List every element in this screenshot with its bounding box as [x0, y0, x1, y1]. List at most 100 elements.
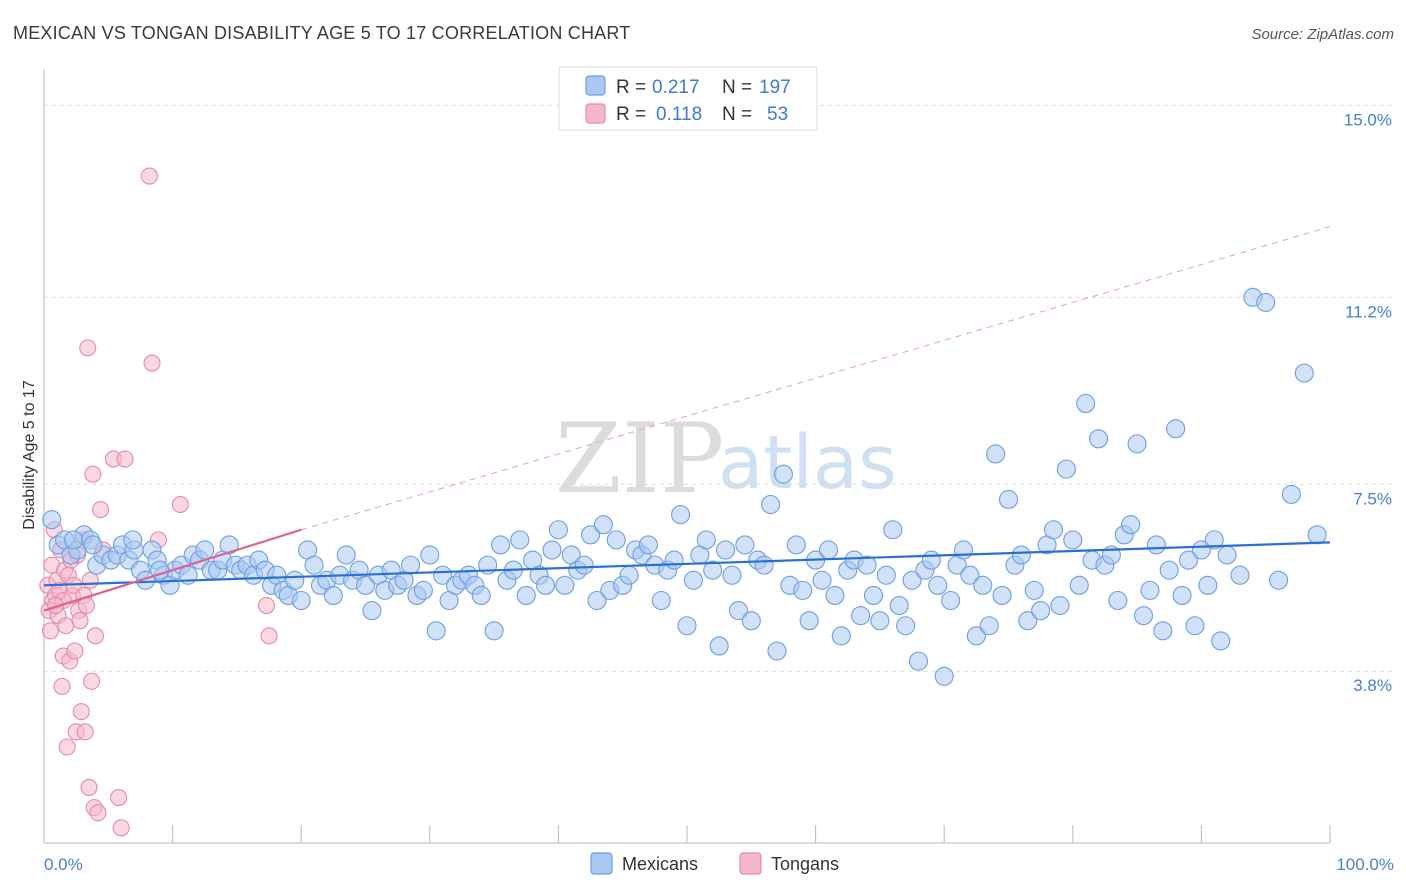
series-mexicans: [42, 287, 1327, 686]
point-mexicans-153: [1011, 545, 1031, 565]
point-mexicans-135: [896, 616, 916, 636]
point-mexicans-145: [960, 565, 980, 585]
point-mexicans-146: [966, 626, 986, 646]
point-mexicans-171: [1127, 434, 1147, 454]
point-mexicans-160: [1056, 459, 1076, 479]
point-mexicans-113: [754, 555, 774, 575]
point-mexicans-178: [1172, 585, 1192, 605]
point-mexicans-109: [728, 601, 748, 621]
point-tongans-38: [89, 804, 107, 822]
legend-r-label-tongans: R =: [616, 104, 646, 125]
x-ticks: [43, 825, 1331, 843]
point-mexicans-29: [219, 535, 239, 555]
point-tongans-11: [53, 677, 71, 695]
watermark-atlas-text: atlas: [718, 420, 897, 506]
point-tongans-2: [41, 622, 59, 640]
point-mexicans-183: [1204, 530, 1224, 550]
point-mexicans-132: [876, 565, 896, 585]
point-mexicans-177: [1166, 419, 1186, 439]
legend-n-label-tongans: N =: [722, 104, 752, 125]
point-tongans-14: [57, 617, 75, 635]
point-mexicans-97: [651, 590, 671, 611]
point-mexicans-106: [709, 636, 729, 656]
point-mexicans-125: [831, 626, 851, 646]
point-mexicans-0: [42, 510, 62, 530]
point-mexicans-15: [136, 570, 156, 590]
point-mexicans-136: [902, 570, 922, 590]
point-mexicans-155: [1024, 580, 1044, 600]
point-tongans-42: [110, 788, 128, 807]
point-tongans-35: [84, 465, 102, 483]
point-tongans-46: [143, 354, 161, 372]
bottom-legend-label-mexicans: Mexicans: [622, 854, 698, 874]
trend-line-tongans: [43, 528, 302, 612]
point-mexicans-69: [471, 585, 491, 605]
point-mexicans-147: [973, 575, 993, 595]
bottom-legend: Mexicans Tongans: [590, 852, 839, 875]
point-mexicans-124: [825, 585, 845, 605]
y-tick-label-2: 7.5%: [1353, 489, 1392, 508]
point-mexicans-82: [555, 575, 575, 595]
point-tongans-50: [257, 596, 276, 615]
point-mexicans-176: [1159, 560, 1179, 580]
trend-lines: [43, 226, 1331, 612]
point-mexicans-110: [735, 535, 755, 555]
point-mexicans-76: [516, 585, 536, 605]
legend-n-value-mexicans: 197: [759, 77, 791, 98]
point-tongans-43: [112, 819, 130, 837]
point-mexicans-144: [953, 540, 974, 560]
point-mexicans-25: [195, 540, 215, 560]
legend-swatch-mexicans: [585, 75, 606, 96]
y-axis-label: Disability Age 5 to 17: [21, 380, 38, 530]
legend-box: R = 0.217 N = 197 R = 0.118 N = 53: [558, 66, 818, 131]
point-mexicans-122: [812, 570, 832, 590]
point-mexicans-151: [998, 489, 1019, 509]
watermark-zip-text: ZIP: [555, 403, 724, 515]
point-mexicans-71: [484, 621, 504, 641]
chart-source: Source: ZipAtlas.com: [1251, 26, 1394, 43]
point-mexicans-115: [767, 641, 787, 661]
point-mexicans-119: [793, 580, 813, 600]
point-mexicans-134: [889, 595, 909, 616]
point-tongans-29: [76, 723, 94, 741]
point-mexicans-163: [1076, 393, 1096, 414]
point-mexicans-87: [587, 590, 607, 611]
point-mexicans-72: [490, 535, 511, 555]
legend-r-value-mexicans: 0.217: [652, 77, 700, 98]
point-mexicans-105: [703, 560, 723, 580]
point-mexicans-41: [291, 590, 311, 611]
bottom-legend-swatch-tongans: [739, 852, 762, 875]
y-tick-labels: 15.0% 11.2% 7.5% 3.8%: [1344, 110, 1392, 695]
point-mexicans-51: [355, 575, 376, 595]
point-tongans-45: [140, 167, 159, 185]
point-mexicans-80: [542, 540, 562, 560]
point-tongans-32: [80, 778, 98, 796]
point-mexicans-172: [1133, 606, 1154, 626]
point-mexicans-48: [336, 545, 356, 565]
point-mexicans-129: [857, 555, 877, 575]
bottom-legend-swatch-mexicans: [590, 852, 613, 875]
point-mexicans-142: [941, 590, 961, 611]
y-tick-label-0: 15.0%: [1344, 110, 1392, 129]
point-mexicans-189: [1269, 570, 1289, 590]
point-mexicans-154: [1018, 611, 1038, 631]
point-tongans-31: [79, 339, 97, 357]
point-mexicans-162: [1069, 575, 1089, 595]
point-mexicans-182: [1198, 575, 1218, 595]
point-mexicans-95: [638, 535, 658, 555]
point-mexicans-150: [992, 585, 1012, 605]
point-mexicans-180: [1185, 616, 1205, 636]
point-mexicans-190: [1281, 484, 1301, 504]
watermark: ZIP atlas: [555, 403, 897, 515]
point-mexicans-141: [934, 666, 954, 686]
point-mexicans-186: [1230, 565, 1250, 585]
point-mexicans-175: [1153, 621, 1173, 641]
point-mexicans-114: [761, 494, 781, 515]
point-tongans-44: [116, 450, 134, 468]
y-tick-label-3: 3.8%: [1353, 676, 1392, 695]
series-tongans: [39, 167, 278, 837]
point-mexicans-123: [818, 540, 839, 560]
point-tongans-34: [83, 672, 101, 690]
point-mexicans-184: [1211, 631, 1231, 651]
